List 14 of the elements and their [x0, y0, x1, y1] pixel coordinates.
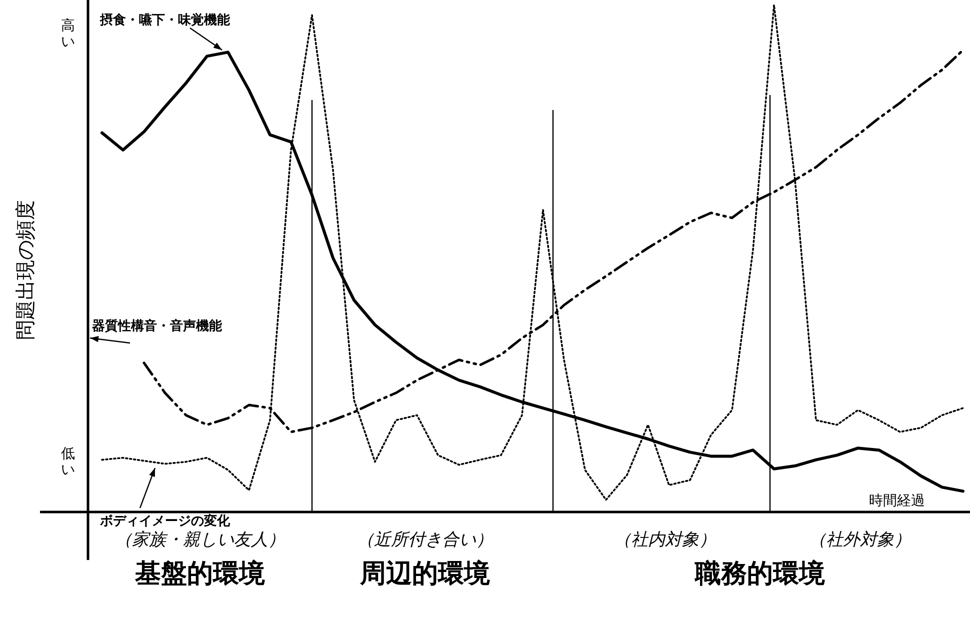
text: 周辺的環境 — [359, 559, 490, 589]
text: 高い — [61, 18, 75, 50]
text: （家族・親しい友人） — [115, 530, 285, 550]
text: 基盤的環境 — [134, 559, 265, 589]
text: 低い — [61, 446, 75, 478]
text: （近所付き合い） — [357, 530, 493, 550]
text: 器質性構音・音声機能 — [91, 318, 223, 334]
x-axis-title: 時間経過 — [869, 493, 925, 509]
text: ボディイメージの変化 — [99, 513, 231, 529]
series-label: 摂食・嚥下・味覚機能 — [99, 12, 231, 28]
text: 職務的環境 — [694, 559, 825, 589]
text: （社外対象） — [809, 530, 911, 550]
text: （社内対象） — [614, 530, 716, 550]
y-axis-title: 問題出現の頻度 — [13, 200, 37, 340]
